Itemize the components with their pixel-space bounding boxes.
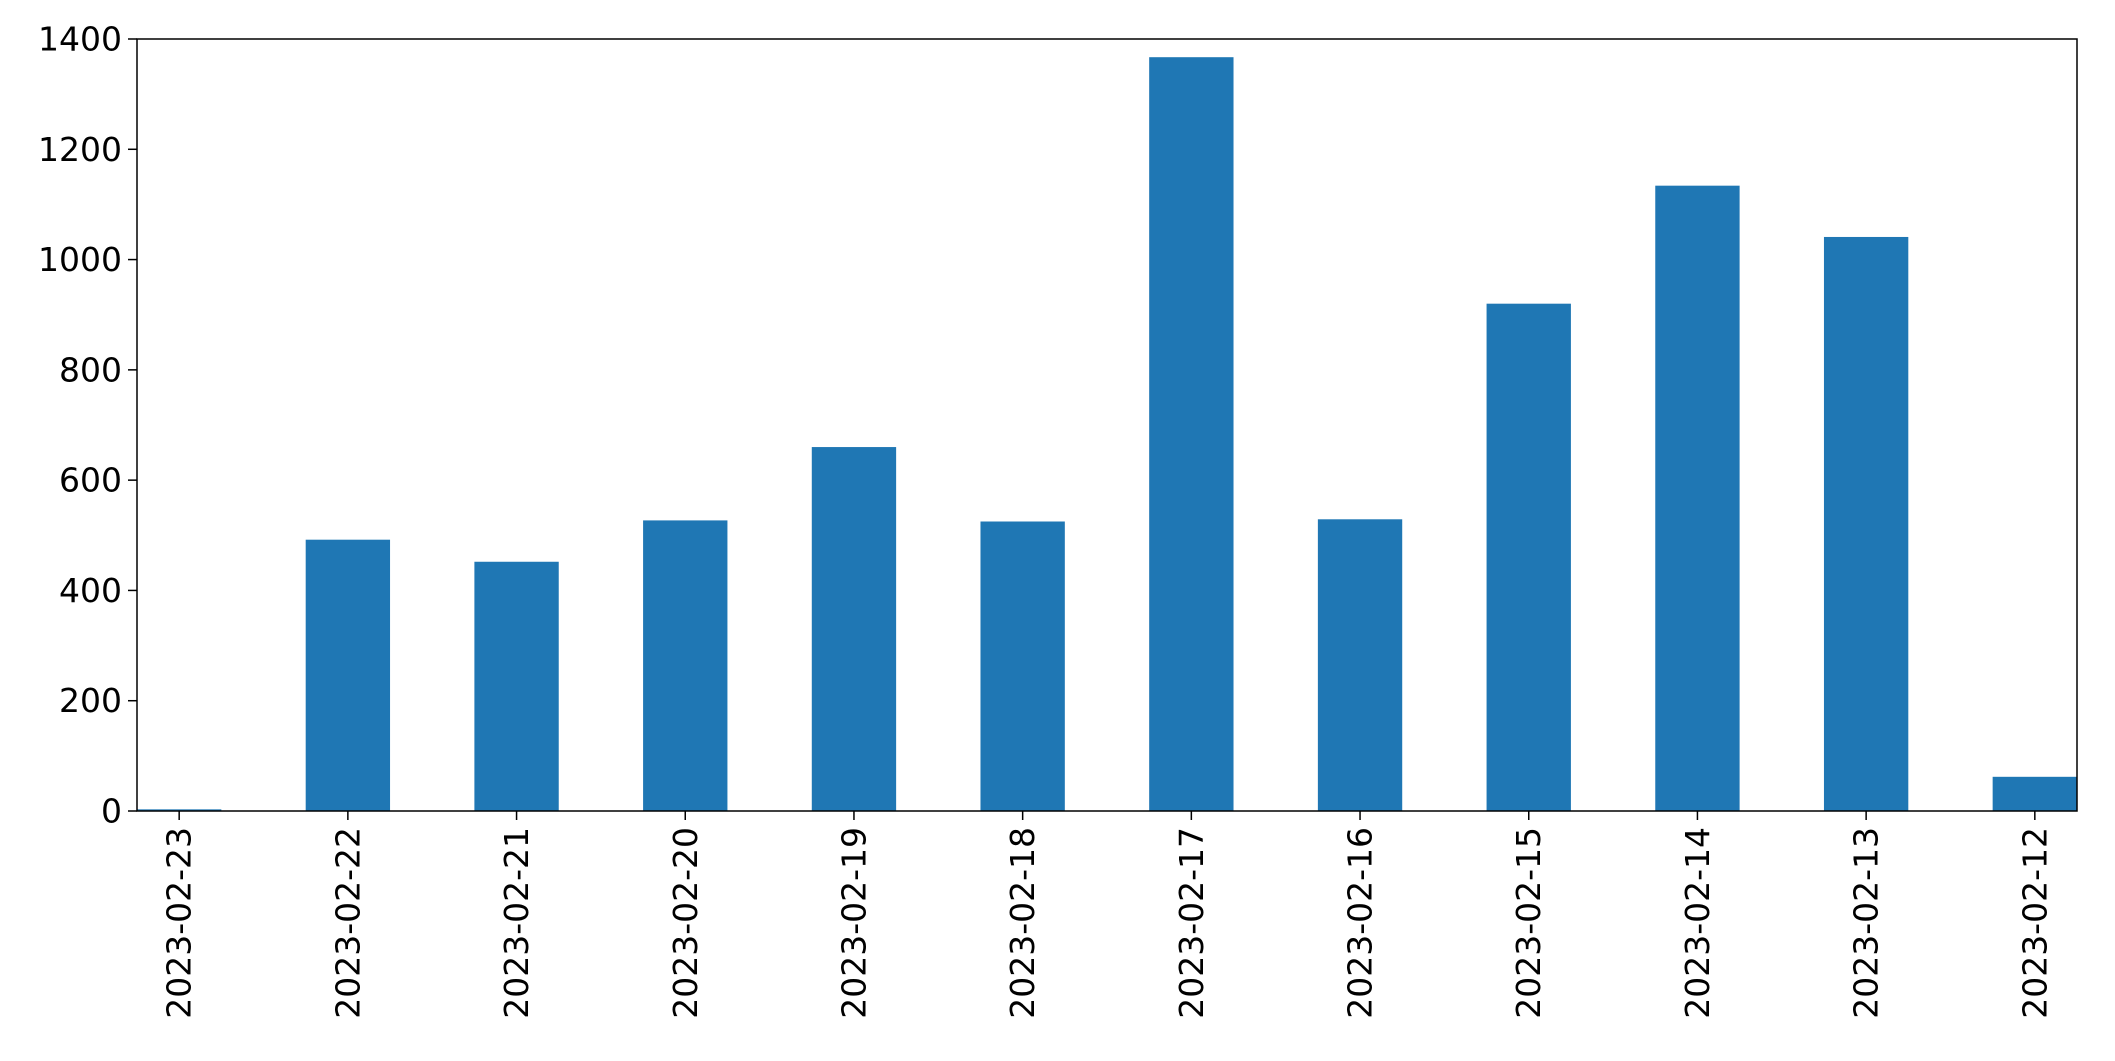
x-tick-label: 2023-02-23 — [160, 827, 199, 1019]
x-axis: 2023-02-23 2023-02-22 2023-02-21 2023-02-20… — [160, 811, 2054, 1019]
x-tick-label: 2023-02-19 — [834, 827, 873, 1019]
bar-2023-02-21 — [474, 561, 559, 811]
y-tick-label: 600 — [59, 461, 122, 500]
bar-2023-02-19 — [811, 447, 897, 811]
x-tick-label: 2023-02-16 — [1341, 827, 1380, 1019]
x-tick-label: 2023-02-14 — [1678, 827, 1717, 1019]
plot-frame — [136, 38, 2078, 812]
y-tick-label: 800 — [59, 350, 122, 389]
x-tick-label: 2023-02-13 — [1847, 827, 1886, 1019]
x-tick-label: 2023-02-20 — [666, 827, 705, 1019]
x-tick-label: 2023-02-15 — [1509, 827, 1548, 1019]
bar-2023-02-18 — [980, 521, 1065, 811]
bar-2023-02-14 — [1655, 185, 1740, 811]
bar-2023-02-12 — [1992, 776, 2077, 811]
bar-2023-02-20 — [643, 520, 728, 811]
y-tick-label: 200 — [59, 681, 122, 720]
y-tick-label: 1400 — [38, 20, 122, 59]
x-tick-label: 2023-02-21 — [497, 827, 536, 1019]
bar-2023-02-13 — [1823, 236, 1909, 811]
bar-2023-02-16 — [1317, 519, 1403, 811]
x-tick-label: 2023-02-18 — [1003, 827, 1042, 1019]
x-tick-label: 2023-02-22 — [328, 827, 367, 1019]
y-tick-label: 1200 — [38, 130, 122, 169]
bar-2023-02-22 — [305, 539, 391, 811]
bar-2023-02-15 — [1486, 303, 1571, 811]
y-tick-label: 400 — [59, 571, 122, 610]
bar-2023-02-17 — [1149, 57, 1234, 811]
y-tick-label: 1000 — [38, 240, 122, 279]
y-tick-label: 0 — [101, 792, 122, 831]
y-axis: 0 200 400 600 800 1000 1200 1400 — [38, 20, 137, 831]
x-tick-label: 2023-02-17 — [1172, 827, 1211, 1019]
bar-2023-02-23 — [137, 809, 222, 811]
bars-layer — [137, 57, 2077, 811]
x-tick-label: 2023-02-12 — [2015, 827, 2054, 1019]
